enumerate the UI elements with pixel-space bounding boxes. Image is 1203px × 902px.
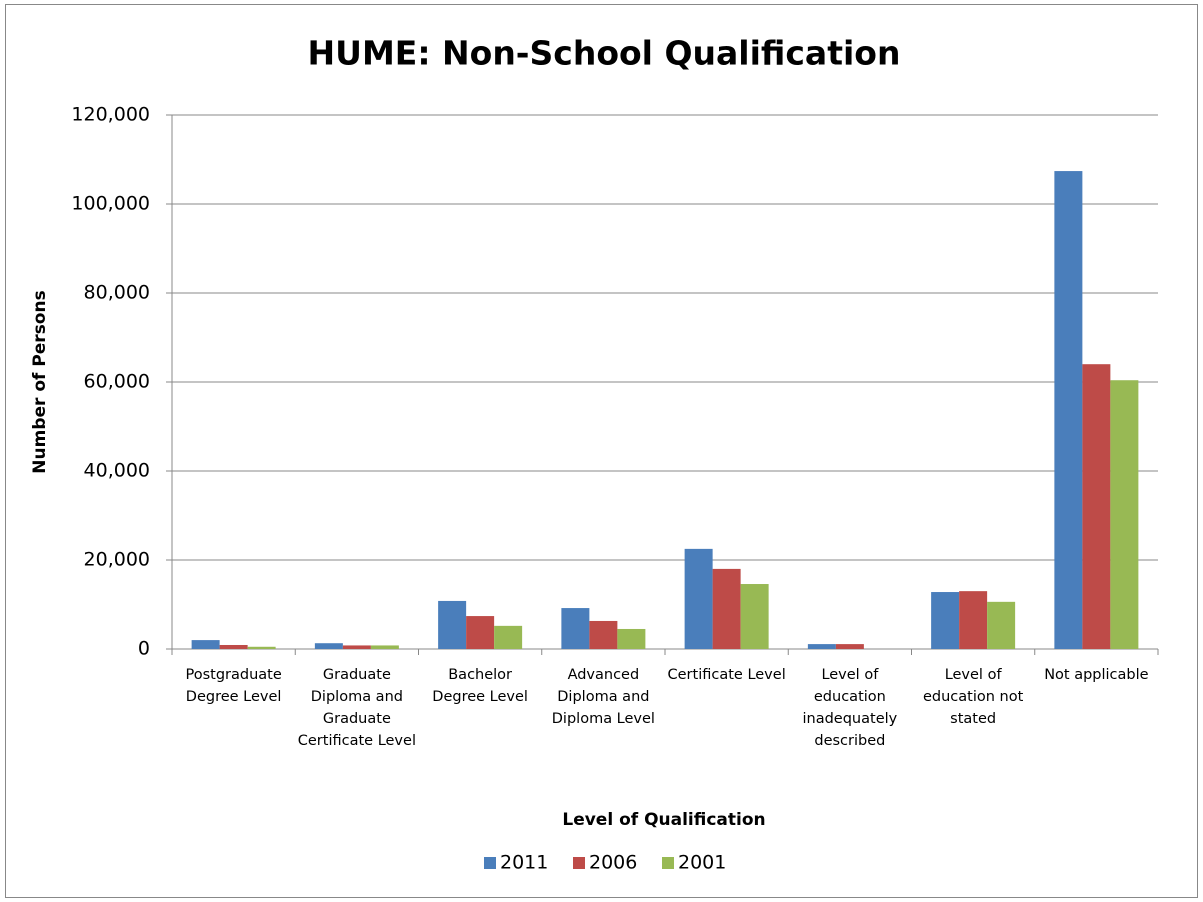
bar xyxy=(247,646,276,649)
bar xyxy=(191,640,220,649)
legend-label: 2001 xyxy=(678,852,726,874)
y-tick-label: 0 xyxy=(138,638,150,660)
bar xyxy=(219,644,248,649)
bar xyxy=(740,584,769,649)
bar xyxy=(438,600,467,649)
chart-title: HUME: Non-School Qualification xyxy=(308,34,901,73)
bar xyxy=(835,644,864,649)
x-tick-label: Advanced Diploma and Diploma Level xyxy=(551,667,655,727)
y-tick-label: 40,000 xyxy=(84,460,150,482)
bar xyxy=(1110,380,1139,649)
bar xyxy=(589,620,618,649)
y-tick-label: 20,000 xyxy=(84,549,150,571)
x-tick-label: Level of education not stated xyxy=(922,667,1024,727)
chart-frame xyxy=(5,4,1198,898)
bar xyxy=(684,548,713,649)
bar xyxy=(807,644,836,649)
x-tick-label: Graduate Diploma and Graduate Certificat… xyxy=(297,667,416,749)
y-tick-label: 60,000 xyxy=(84,371,150,393)
bar xyxy=(466,616,495,649)
y-tick-label: 100,000 xyxy=(71,193,150,215)
bar xyxy=(561,608,590,649)
bar xyxy=(959,591,988,649)
x-tick-label: Not applicable xyxy=(1044,667,1149,683)
y-tick-label: 120,000 xyxy=(71,104,150,126)
x-axis-label: Level of Qualification xyxy=(562,810,765,830)
bar xyxy=(617,628,646,649)
bar xyxy=(494,625,523,649)
legend-label: 2006 xyxy=(589,852,637,874)
x-tick-label: Bachelor Degree Level xyxy=(432,667,528,705)
bar xyxy=(1054,171,1083,649)
x-tick-label: Certificate Level xyxy=(667,667,786,683)
bar xyxy=(987,601,1016,649)
legend-swatch xyxy=(573,857,585,869)
x-tick-label: Postgraduate Degree Level xyxy=(185,667,282,705)
legend-label: 2011 xyxy=(500,852,548,874)
x-tick-label: Level of education inadequately describe… xyxy=(802,667,898,749)
y-tick-label: 80,000 xyxy=(84,282,150,304)
bar xyxy=(931,592,960,649)
legend-swatch xyxy=(484,857,496,869)
legend-swatch xyxy=(662,857,674,869)
bar xyxy=(314,643,343,649)
bar xyxy=(1082,364,1111,649)
bar xyxy=(712,568,741,649)
y-axis-label: Number of Persons xyxy=(30,290,50,473)
bar xyxy=(370,645,399,649)
bar xyxy=(342,645,371,649)
